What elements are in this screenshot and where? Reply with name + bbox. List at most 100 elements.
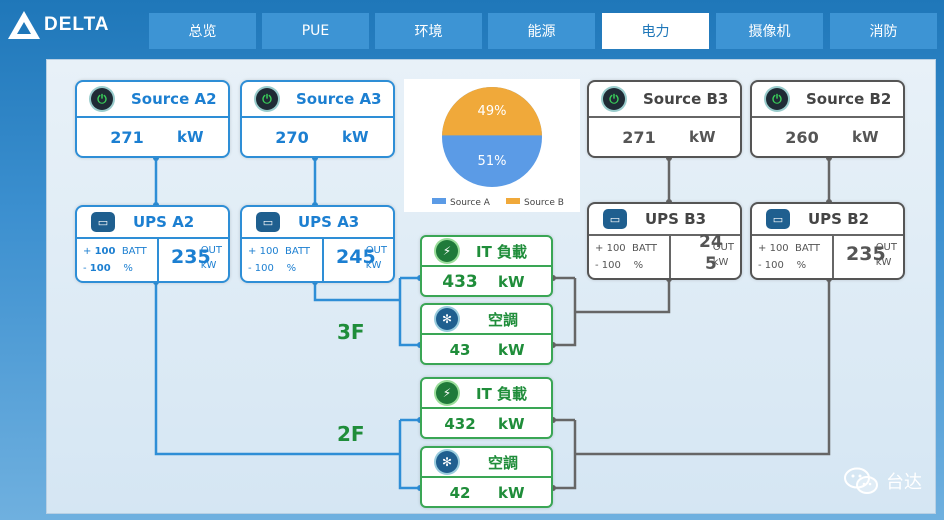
floor-label-2f: 2F bbox=[337, 422, 365, 446]
legend-swatch-source-a bbox=[432, 198, 446, 204]
ups-b2-minus: - bbox=[758, 260, 762, 271]
ups-b2-out-unit: kW bbox=[875, 257, 892, 268]
ups-a3-card[interactable]: ▭ UPS A3 + 100 BATT - 100 % 245 OUT kW bbox=[240, 205, 395, 283]
ups-b3-out-label: OUT bbox=[712, 242, 734, 253]
battery-icon: ▭ bbox=[91, 212, 115, 232]
ups-a3-minus: - bbox=[248, 263, 252, 274]
2f-ac-card[interactable]: ✻ 空調 42 kW bbox=[420, 446, 553, 508]
source-b2-title: Source B2 bbox=[806, 90, 892, 108]
source-a3-title: Source A3 bbox=[296, 90, 382, 108]
ups-b3-out-value-bottom: 5 bbox=[705, 254, 717, 274]
ups-a2-out-value: 235 bbox=[171, 246, 211, 268]
ups-a2-batt-label: BATT bbox=[121, 246, 147, 257]
ups-a3-out-unit: kW bbox=[365, 260, 382, 271]
ups-b3-minus: - bbox=[595, 260, 599, 271]
ups-b3-card[interactable]: ▭ UPS B3 + 100 BATT - 100 % 24 5 OUT kW bbox=[587, 202, 742, 280]
2f-it-unit: kW bbox=[498, 415, 525, 433]
battery-icon: ▭ bbox=[766, 209, 790, 229]
legend-swatch-source-b bbox=[506, 198, 520, 204]
source-b3-value: 271 bbox=[622, 127, 656, 147]
fan-icon: ✻ bbox=[436, 451, 458, 473]
ups-b2-out-value: 235 bbox=[846, 243, 886, 265]
tab-fire[interactable]: 消防 bbox=[830, 13, 937, 49]
3f-it-value: 433 bbox=[442, 272, 478, 292]
source-a2-unit: kW bbox=[177, 128, 204, 146]
ups-a2-minus: - bbox=[83, 263, 87, 274]
ups-b3-title: UPS B3 bbox=[645, 210, 707, 228]
source-b3-unit: kW bbox=[689, 128, 716, 146]
ups-b2-title: UPS B2 bbox=[808, 210, 870, 228]
ups-a3-plus: + bbox=[248, 246, 257, 257]
ups-b2-card[interactable]: ▭ UPS B2 + 100 BATT - 100 % 235 OUT kW bbox=[750, 202, 905, 280]
ups-a2-title: UPS A2 bbox=[133, 213, 195, 231]
tab-energy[interactable]: 能源 bbox=[488, 13, 595, 49]
2f-it-title: IT 負載 bbox=[476, 384, 528, 403]
ups-b2-batt-top: 100 bbox=[769, 243, 789, 254]
tab-power[interactable]: 电力 bbox=[602, 13, 709, 49]
wechat-icon bbox=[844, 467, 878, 494]
ups-b3-pct-label: % bbox=[633, 260, 644, 271]
source-b2-card[interactable]: ⏻ Source B2 260 kW bbox=[750, 80, 905, 158]
tab-overview[interactable]: 总览 bbox=[149, 13, 256, 49]
source-share-pie-chart: 49% 51% Source A Source B bbox=[404, 79, 580, 212]
ups-a3-batt-top: 100 bbox=[259, 246, 279, 257]
ups-a3-batt-label: BATT bbox=[285, 246, 310, 257]
tab-camera[interactable]: 摄像机 bbox=[716, 13, 823, 49]
floor-label-3f: 3F bbox=[337, 320, 365, 344]
3f-ac-card[interactable]: ✻ 空調 43 kW bbox=[420, 303, 553, 365]
ups-a3-pct-label: % bbox=[286, 263, 297, 274]
legend-label-source-a: Source A bbox=[450, 198, 491, 208]
3f-it-load-card[interactable]: ⚡ IT 負載 433 kW bbox=[420, 235, 553, 297]
ups-b3-batt-label: BATT bbox=[632, 243, 657, 254]
power-source-icon: ⏻ bbox=[603, 88, 625, 110]
pie-slice-source-b bbox=[442, 87, 542, 136]
ups-b2-batt-bottom: 100 bbox=[764, 260, 784, 271]
lightning-icon: ⚡ bbox=[436, 240, 458, 262]
2f-ac-title: 空調 bbox=[488, 453, 519, 472]
3f-ac-unit: kW bbox=[498, 341, 525, 359]
battery-icon: ▭ bbox=[256, 212, 280, 232]
ups-b3-plus: + bbox=[595, 243, 604, 254]
delta-triangle-icon bbox=[8, 11, 40, 39]
ups-a2-pct-label: % bbox=[123, 263, 133, 274]
top-navigation: DELTA 总览 PUE 环境 能源 电力 摄像机 消防 bbox=[0, 0, 944, 50]
source-a2-card[interactable]: ⏻ Source A2 271 kW bbox=[75, 80, 230, 158]
3f-it-unit: kW bbox=[498, 273, 525, 291]
2f-it-load-card[interactable]: ⚡ IT 負載 432 kW bbox=[420, 377, 553, 439]
power-source-icon: ⏻ bbox=[766, 88, 788, 110]
ups-b3-batt-top: 100 bbox=[606, 243, 626, 254]
pie-label-source-b: 49% bbox=[478, 104, 507, 119]
ups-b2-pct-label: % bbox=[796, 260, 807, 271]
ups-b2-out-label: OUT bbox=[875, 242, 897, 253]
ups-b3-out-unit: kW bbox=[712, 257, 729, 268]
ups-a2-batt-bottom: 100 bbox=[89, 263, 111, 274]
ups-a3-title: UPS A3 bbox=[298, 213, 360, 231]
lightning-icon: ⚡ bbox=[436, 382, 458, 404]
watermark-text: 台达 bbox=[886, 472, 922, 493]
source-a3-value: 270 bbox=[275, 127, 309, 147]
source-a3-unit: kW bbox=[342, 128, 369, 146]
ups-b3-out-value-top: 24 bbox=[699, 232, 723, 252]
source-a2-value: 271 bbox=[110, 127, 144, 147]
source-b2-value: 260 bbox=[785, 127, 819, 147]
ups-a3-out-label: OUT bbox=[365, 245, 387, 256]
tab-pue[interactable]: PUE bbox=[262, 13, 369, 49]
source-b2-unit: kW bbox=[852, 128, 879, 146]
2f-ac-value: 42 bbox=[449, 484, 471, 502]
ups-a3-out-value: 245 bbox=[336, 246, 376, 268]
pie-label-source-a: 51% bbox=[478, 154, 507, 169]
wechat-watermark: 台达 bbox=[844, 467, 922, 495]
ups-a2-plus: + bbox=[83, 246, 92, 257]
pie-svg: 49% 51% Source A Source B bbox=[432, 87, 564, 208]
power-source-icon: ⏻ bbox=[256, 88, 278, 110]
tab-environment[interactable]: 环境 bbox=[375, 13, 482, 49]
logo-text: DELTA bbox=[44, 14, 110, 35]
power-source-icon: ⏻ bbox=[91, 88, 113, 110]
ups-b2-plus: + bbox=[758, 243, 767, 254]
3f-it-title: IT 負載 bbox=[476, 242, 528, 261]
ups-a2-card[interactable]: ▭ UPS A2 + 100 BATT - 100 % 235 OUT kW bbox=[75, 205, 230, 283]
source-a3-card[interactable]: ⏻ Source A3 270 kW bbox=[240, 80, 395, 158]
source-b3-card[interactable]: ⏻ Source B3 271 kW bbox=[587, 80, 742, 158]
ups-a2-batt-top: 100 bbox=[94, 246, 116, 257]
3f-ac-value: 43 bbox=[449, 341, 471, 359]
